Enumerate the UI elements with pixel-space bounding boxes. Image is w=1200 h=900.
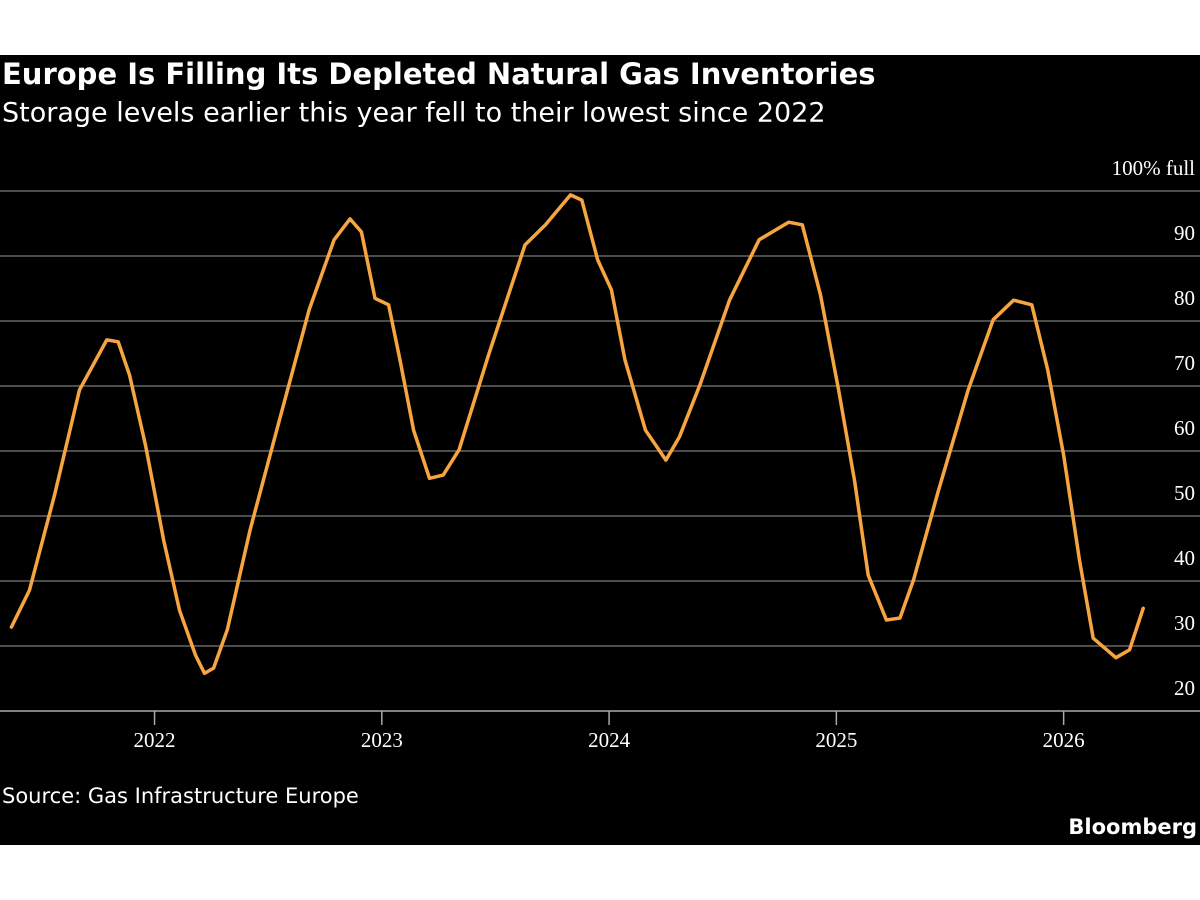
brand: Bloomberg bbox=[1068, 815, 1197, 839]
chart-subtitle: Storage levels earlier this year fell to… bbox=[2, 98, 826, 129]
y-tick-label: 70 bbox=[1174, 351, 1195, 375]
x-tick-label: 2023 bbox=[361, 728, 403, 752]
y-tick-label: 20 bbox=[1174, 676, 1195, 700]
x-tick-label: 2025 bbox=[815, 728, 857, 752]
line bbox=[9, 193, 1145, 676]
chart-title: Europe Is Filling Its Depleted Natural G… bbox=[2, 57, 876, 91]
y-tick-label: 30 bbox=[1174, 611, 1195, 635]
y-tick-label: 40 bbox=[1174, 546, 1195, 570]
x-tick-label: 2026 bbox=[1043, 728, 1085, 752]
y-tick-label: 100% full bbox=[1112, 156, 1196, 180]
source: Source: Gas Infrastructure Europe bbox=[2, 784, 359, 808]
y-tick-label: 80 bbox=[1174, 286, 1195, 310]
y-tick-label: 50 bbox=[1174, 481, 1195, 505]
background bbox=[0, 55, 1200, 845]
y-tick-label: 90 bbox=[1174, 221, 1195, 245]
y-tick-label: 60 bbox=[1174, 416, 1195, 440]
x-tick-label: 2024 bbox=[588, 728, 631, 752]
x-tick-label: 2022 bbox=[134, 728, 176, 752]
